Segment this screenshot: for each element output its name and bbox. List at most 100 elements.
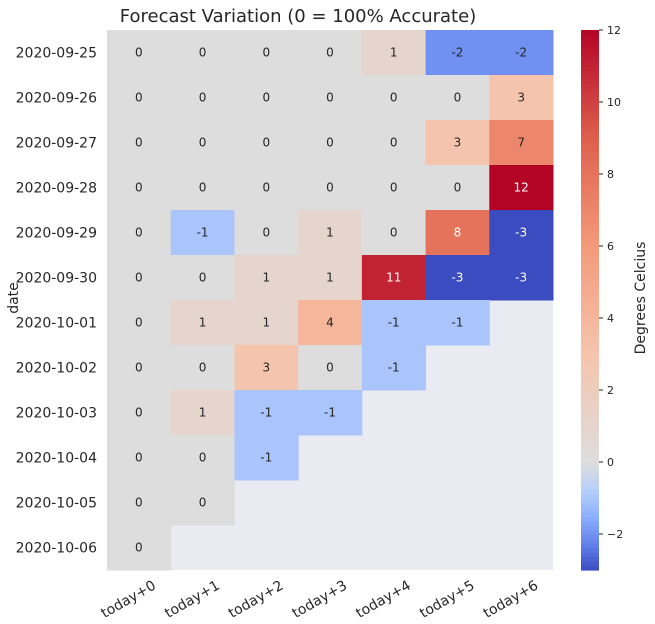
heatmap-cell: [107, 345, 172, 391]
colorbar-segment: [581, 34, 599, 40]
heatmap-cell: [234, 300, 299, 346]
cell-value-label: 1: [262, 271, 270, 285]
colorbar-segment: [581, 390, 599, 396]
cell-value-label: 0: [199, 361, 207, 375]
cell-value-label: 0: [262, 136, 270, 150]
colorbar-segment: [581, 421, 599, 427]
cell-value-label: -1: [324, 406, 336, 420]
cell-value-label: 7: [517, 136, 525, 150]
heatmap-cell: [170, 435, 235, 481]
heatmap-cell: [425, 75, 490, 121]
colorbar-segment: [581, 453, 599, 459]
colorbar-segment: [581, 403, 599, 409]
colorbar-segment: [581, 300, 599, 306]
colorbar-segment: [581, 282, 599, 288]
colorbar-segment: [581, 66, 599, 72]
colorbar-tick-label: −2: [607, 528, 623, 541]
colorbar-segment: [581, 484, 599, 490]
heatmap-cell: [298, 255, 363, 301]
cell-value-label: 3: [517, 91, 525, 105]
colorbar-tick-label: 8: [607, 168, 614, 181]
colorbar-segment: [581, 448, 599, 454]
y-tick-label: 2020-09-30: [16, 271, 97, 287]
heatmap-cell: [170, 210, 235, 256]
colorbar-segment: [581, 345, 599, 351]
colorbar-segment: [581, 52, 599, 58]
colorbar-segment: [581, 237, 599, 243]
colorbar-segment: [581, 349, 599, 355]
heatmap-cell: [107, 525, 172, 571]
y-axis-label: date: [6, 282, 22, 314]
x-tick-label: today+3: [290, 578, 350, 622]
heatmap-cell: [298, 390, 363, 436]
colorbar: [581, 30, 599, 571]
colorbar-segment: [581, 322, 599, 328]
cell-value-label: 0: [135, 496, 143, 510]
colorbar-segment: [581, 57, 599, 63]
y-tick-label: 2020-10-03: [16, 406, 97, 422]
y-tick-label: 2020-09-26: [16, 91, 97, 107]
colorbar-segment: [581, 61, 599, 67]
colorbar-segment: [581, 529, 599, 535]
cell-value-label: 8: [454, 226, 462, 240]
heatmap-cell: [170, 165, 235, 211]
colorbar-segment: [581, 120, 599, 126]
heatmap-cell: [170, 390, 235, 436]
cell-value-label: 0: [199, 271, 207, 285]
colorbar-segment: [581, 250, 599, 256]
colorbar-segment: [581, 43, 599, 49]
heatmap-cell: [489, 75, 554, 121]
colorbar-segment: [581, 444, 599, 450]
colorbar-segment: [581, 183, 599, 189]
colorbar-segment: [581, 210, 599, 216]
colorbar-segment: [581, 273, 599, 279]
colorbar-segment: [581, 376, 599, 382]
colorbar-segment: [581, 268, 599, 274]
cell-value-label: 0: [199, 46, 207, 60]
colorbar-segment: [581, 313, 599, 319]
colorbar-segment: [581, 223, 599, 229]
heatmap-cell: [107, 75, 172, 121]
colorbar-segment: [581, 556, 599, 562]
cell-value-label: 0: [262, 46, 270, 60]
y-tick-label: 2020-10-05: [16, 496, 97, 512]
colorbar-segment: [581, 187, 599, 193]
cell-value-label: 0: [135, 271, 143, 285]
cell-value-label: -1: [451, 316, 463, 330]
cell-value-label: -1: [260, 406, 272, 420]
colorbar-segment: [581, 201, 599, 207]
x-tick-label: today+6: [481, 578, 541, 622]
colorbar-segment: [581, 151, 599, 157]
colorbar-segment: [581, 30, 599, 36]
colorbar-segment: [581, 84, 599, 90]
cell-value-label: 12: [514, 181, 529, 195]
colorbar-segment: [581, 129, 599, 135]
colorbar-segment: [581, 471, 599, 477]
colorbar-segment: [581, 547, 599, 553]
colorbar-tick-label: 0: [607, 456, 614, 469]
heatmap-cell: [170, 345, 235, 391]
heatmap-cell: [298, 345, 363, 391]
colorbar-segment: [581, 165, 599, 171]
y-tick-label: 2020-09-29: [16, 226, 97, 242]
cell-value-label: 4: [326, 316, 334, 330]
heatmap-cell: [361, 255, 427, 301]
heatmap-cell: [489, 165, 554, 211]
cell-value-label: 11: [386, 271, 401, 285]
cell-value-label: 1: [199, 406, 207, 420]
heatmap-cell: [107, 210, 172, 256]
heatmap-cell: [107, 255, 172, 301]
colorbar-segment: [581, 259, 599, 265]
heatmap-cell: [234, 435, 299, 481]
colorbar-segment: [581, 124, 599, 130]
heatmap-cell: [489, 120, 554, 166]
colorbar-segment: [581, 480, 599, 486]
colorbar-segment: [581, 111, 599, 117]
heatmap-cell: [298, 75, 363, 121]
colorbar-segment: [581, 358, 599, 364]
colorbar-segment: [581, 205, 599, 211]
cell-value-label: 1: [262, 316, 270, 330]
y-tick-label: 2020-10-06: [16, 541, 97, 557]
cell-value-label: 0: [199, 496, 207, 510]
